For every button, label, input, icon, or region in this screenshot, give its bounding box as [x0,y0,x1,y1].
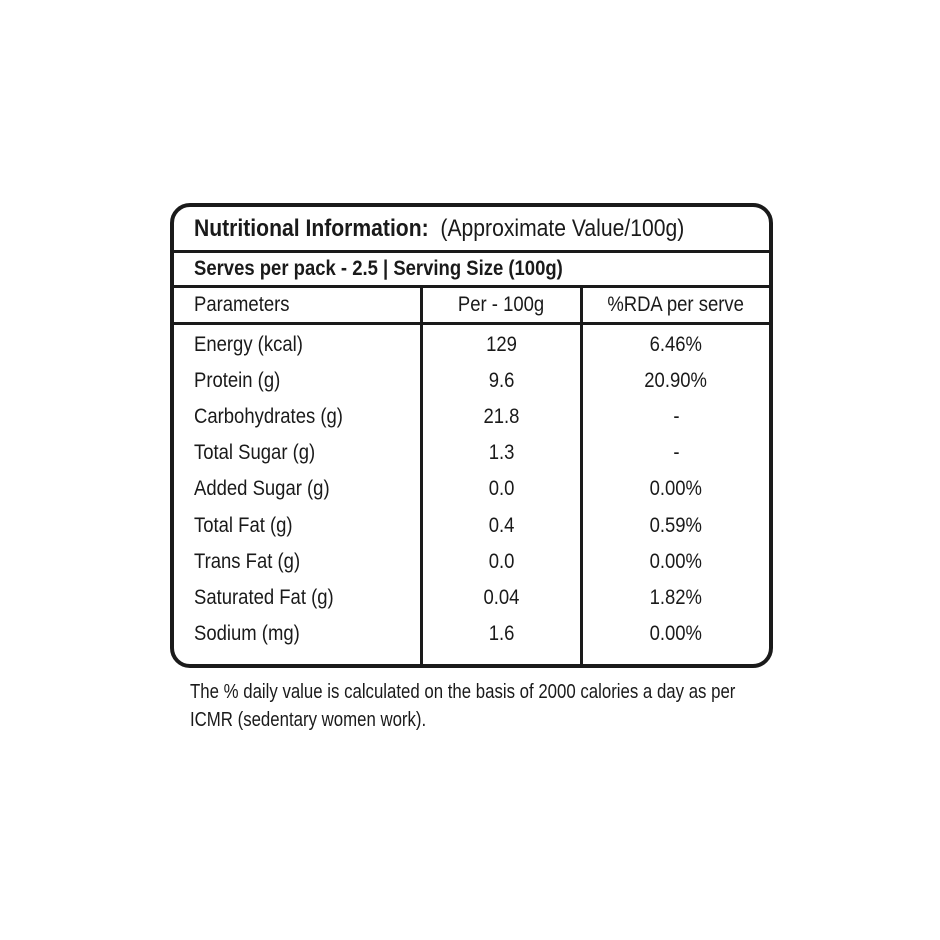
row-per-100g-value: 0.04 [483,585,520,609]
row-per-100g-value: 0.4 [488,513,515,537]
daily-value-footnote: The % daily value is calculated on the b… [190,679,735,734]
nutrition-label: Nutritional Information: (Approximate Va… [170,203,773,668]
row-per-100g-value: 129 [486,333,517,357]
row-rda-value: 0.59% [649,513,703,537]
row-per-100g-value: 0.0 [488,477,515,501]
table-header-row: Parameters Per - 100g %RDA per serve [174,288,769,325]
row-parameter: Carbohydrates (g) [194,405,343,429]
row-parameter: Energy (kcal) [194,333,303,357]
row-per-100g-value: 1.6 [488,621,515,645]
row-rda-value: 0.00% [649,621,703,645]
serving-info-text: Serves per pack - 2.5 | Serving Size (10… [194,257,563,280]
row-per-100g-value: 21.8 [483,405,520,429]
row-parameter: Added Sugar (g) [194,477,330,501]
rda-per-serve-column: 6.46% 20.90% - - 0.00% 0.59% 0.00% 1.82%… [580,325,769,664]
row-parameter: Total Fat (g) [194,513,293,537]
per-100g-column: 129 9.6 21.8 1.3 0.0 0.4 0.0 0.04 1.6 [420,325,580,664]
column-header-parameters: Parameters [194,293,290,316]
row-parameter: Trans Fat (g) [194,549,301,573]
label-title-row: Nutritional Information: (Approximate Va… [174,207,769,253]
row-rda-value: 0.00% [649,477,703,501]
parameters-column: Energy (kcal) Protein (g) Carbohydrates … [174,325,420,664]
footnote-line-1: The % daily value is calculated on the b… [190,681,736,703]
column-header-rda-per-serve: %RDA per serve [580,288,769,322]
column-header-per-100g: Per - 100g [420,288,580,322]
label-title: Nutritional Information: [194,214,429,242]
row-rda-value: 1.82% [649,585,703,609]
row-per-100g-value: 9.6 [488,369,515,393]
table-body: Energy (kcal) Protein (g) Carbohydrates … [174,325,769,664]
row-rda-value: - [672,405,680,429]
row-per-100g-value: 1.3 [488,441,515,465]
serving-info-row: Serves per pack - 2.5 | Serving Size (10… [174,253,769,288]
label-title-subtext: (Approximate Value/100g) [440,214,685,242]
row-rda-value: - [672,441,680,465]
row-per-100g-value: 0.0 [488,549,515,573]
row-parameter: Saturated Fat (g) [194,585,334,609]
footnote-line-2: ICMR (sedentary women work). [190,708,427,731]
row-parameter: Total Sugar (g) [194,441,316,465]
row-rda-value: 20.90% [644,369,708,393]
row-rda-value: 6.46% [649,333,703,357]
row-parameter: Sodium (mg) [194,621,300,645]
row-parameter: Protein (g) [194,369,281,393]
row-rda-value: 0.00% [649,549,703,573]
